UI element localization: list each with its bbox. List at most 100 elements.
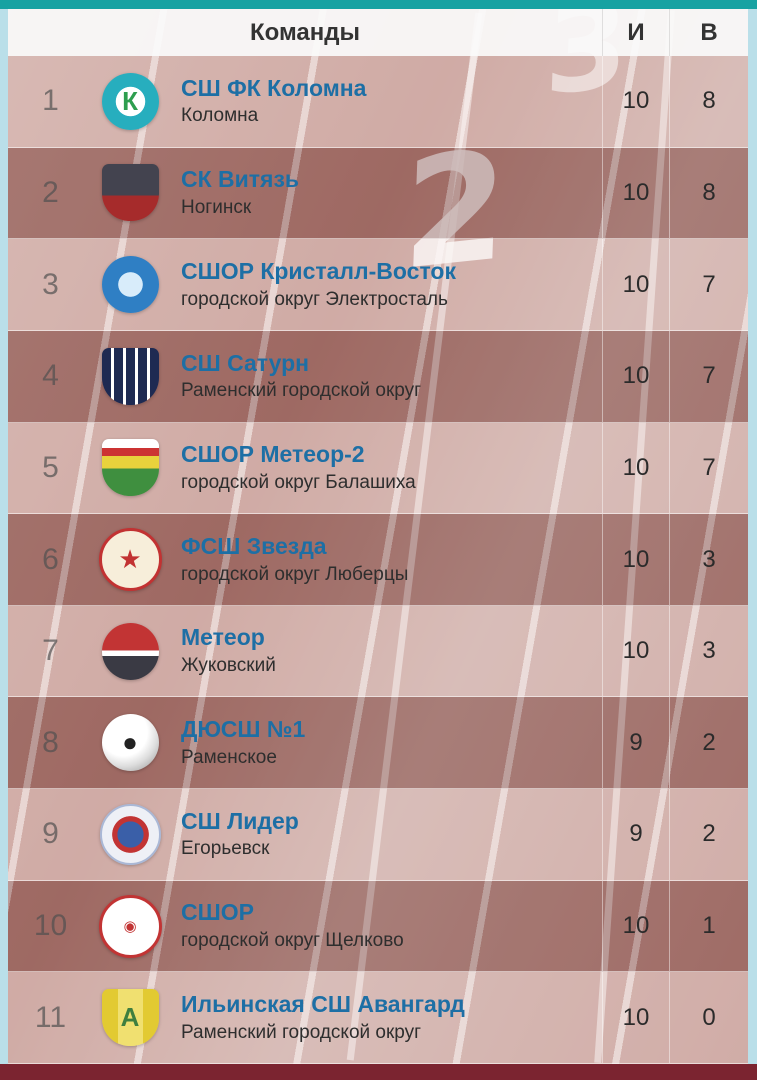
team-cell: СК Витязь Ногинск — [167, 165, 602, 220]
team-logo-glyph: ◉ — [123, 918, 137, 936]
team-logo-wrap — [93, 164, 167, 222]
position-cell: 11 — [34, 1000, 67, 1034]
header-teams: Команды — [249, 18, 360, 46]
team-cell: Метеор Жуковский — [167, 623, 602, 678]
table-row[interactable]: 6 ★ ФСШ Звезда городской округ Люберцы 1… — [8, 514, 748, 606]
team-cell: ФСШ Звезда городской округ Люберцы — [167, 532, 602, 587]
games-played-cell: 10 — [602, 147, 669, 239]
wins-cell: 8 — [669, 147, 748, 239]
position-cell: 7 — [42, 634, 59, 668]
team-logo-wrap: ● — [93, 714, 167, 772]
bottom-accent-strip — [0, 1064, 757, 1080]
team-cell: СШ Лидер Егорьевск — [167, 807, 602, 862]
team-name-link[interactable]: СШ Лидер — [181, 807, 299, 834]
position-cell: 5 — [42, 450, 59, 484]
games-played-cell: 9 — [602, 789, 669, 880]
games-played-cell: 9 — [602, 697, 669, 789]
team-city: городской округ Балашиха — [181, 471, 416, 493]
team-cell: СШ ФК Коломна Коломна — [167, 74, 602, 129]
team-logo-wrap — [93, 347, 167, 405]
position-cell: 3 — [42, 267, 59, 301]
games-played-cell: 10 — [602, 56, 669, 147]
team-logo-wrap — [93, 803, 167, 865]
team-city: Раменское — [181, 746, 277, 768]
team-cell: СШОР Кристалл-Восток городской округ Эле… — [167, 257, 602, 312]
position-cell: 1 — [42, 84, 59, 118]
team-name-link[interactable]: СШ ФК Коломна — [181, 74, 367, 101]
table-header-row: Команды И В — [8, 9, 748, 56]
header-games-played: И — [602, 9, 669, 56]
team-name-link[interactable]: Метеор — [181, 624, 265, 651]
games-played-cell: 10 — [602, 330, 669, 422]
team-name-link[interactable]: ФСШ Звезда — [181, 532, 327, 559]
position-cell: 6 — [42, 542, 59, 576]
table-row[interactable]: 8 ● ДЮСШ №1 Раменское 9 2 — [8, 697, 748, 790]
team-name-link[interactable]: СШОР Метеор-2 — [181, 441, 365, 468]
wins-cell: 7 — [669, 330, 748, 422]
team-cell: Ильинская СШ Авангард Раменский городско… — [167, 990, 602, 1045]
wins-cell: 3 — [669, 605, 748, 697]
table-row[interactable]: 7 Метеор Жуковский 10 3 — [8, 605, 748, 698]
table-row[interactable]: 1 К СШ ФК Коломна Коломна 10 8 — [8, 56, 748, 148]
header-wins: В — [669, 9, 748, 56]
top-accent-strip — [0, 0, 757, 9]
table-row[interactable]: 2 СК Витязь Ногинск 10 8 — [8, 147, 748, 240]
team-logo: ★ — [98, 528, 162, 592]
table-row[interactable]: 5 СШОР Метеор-2 городской округ Балашиха… — [8, 422, 748, 515]
team-logo-glyph: ● — [122, 727, 138, 758]
team-logo-glyph: К — [122, 85, 138, 116]
team-logo — [99, 803, 161, 865]
games-played-cell: 10 — [602, 880, 669, 972]
wins-cell: 3 — [669, 514, 748, 605]
games-played-cell: 10 — [602, 972, 669, 1064]
team-logo-wrap — [93, 256, 167, 314]
wins-cell: 8 — [669, 56, 748, 147]
wins-cell: 2 — [669, 697, 748, 789]
team-logo — [101, 439, 159, 497]
team-name-link[interactable]: Ильинская СШ Авангард — [181, 991, 465, 1017]
team-city: городской округ Люберцы — [181, 563, 409, 585]
wins-cell: 0 — [669, 972, 748, 1064]
games-played-cell: 10 — [602, 514, 669, 605]
wins-cell: 1 — [669, 880, 748, 972]
team-logo-wrap — [93, 622, 167, 680]
team-logo: ● — [101, 714, 159, 772]
team-city: Раменский городской округ — [181, 1021, 422, 1043]
team-logo-wrap — [93, 439, 167, 497]
table-row[interactable]: 11 А Ильинская СШ Авангард Раменский гор… — [8, 972, 748, 1064]
team-logo-wrap: ◉ — [93, 894, 167, 958]
team-logo: А — [101, 989, 159, 1047]
team-cell: СШОР Метеор-2 городской округ Балашиха — [167, 440, 602, 495]
wins-cell: 7 — [669, 239, 748, 330]
team-logo-wrap: ★ — [93, 528, 167, 592]
team-city: городской округ Электросталь — [181, 288, 448, 310]
team-logo-wrap: А — [93, 989, 167, 1047]
standings-table: Команды И В 1 К СШ ФК Коломна Коломна 10… — [8, 9, 748, 1064]
team-logo — [101, 256, 159, 314]
team-name-link[interactable]: СШОР Кристалл-Восток — [181, 257, 456, 284]
team-cell: СШОР городской округ Щелково — [167, 898, 602, 953]
table-row[interactable]: 10 ◉ СШОР городской округ Щелково 10 1 — [8, 880, 748, 973]
games-played-cell: 10 — [602, 422, 669, 514]
table-row[interactable]: 3 СШОР Кристалл-Восток городской округ Э… — [8, 239, 748, 331]
wins-cell: 2 — [669, 789, 748, 880]
team-logo — [101, 347, 159, 405]
table-body: 1 К СШ ФК Коломна Коломна 10 8 2 СК Витя… — [8, 56, 748, 1064]
team-logo — [101, 622, 159, 680]
wins-cell: 7 — [669, 422, 748, 514]
team-city: Ногинск — [181, 196, 252, 218]
team-city: Раменский городской округ — [181, 380, 422, 402]
table-row[interactable]: 4 СШ Сатурн Раменский городской округ 10… — [8, 330, 748, 423]
team-cell: ДЮСШ №1 Раменское — [167, 715, 602, 770]
team-city: Жуковский — [181, 655, 276, 677]
position-cell: 4 — [42, 359, 59, 393]
team-logo-glyph: ★ — [118, 544, 142, 575]
team-name-link[interactable]: СШ Сатурн — [181, 349, 310, 376]
position-cell: 8 — [42, 725, 59, 759]
team-name-link[interactable]: СШОР — [181, 899, 254, 926]
team-name-link[interactable]: ДЮСШ №1 — [181, 716, 306, 743]
standings-board: 3 2 Команды И В 1 К СШ ФК Коломна Коломн… — [8, 9, 748, 1064]
table-row[interactable]: 9 СШ Лидер Егорьевск 9 2 — [8, 789, 748, 881]
team-city: городской округ Щелково — [181, 930, 404, 952]
team-name-link[interactable]: СК Витязь — [181, 166, 300, 193]
